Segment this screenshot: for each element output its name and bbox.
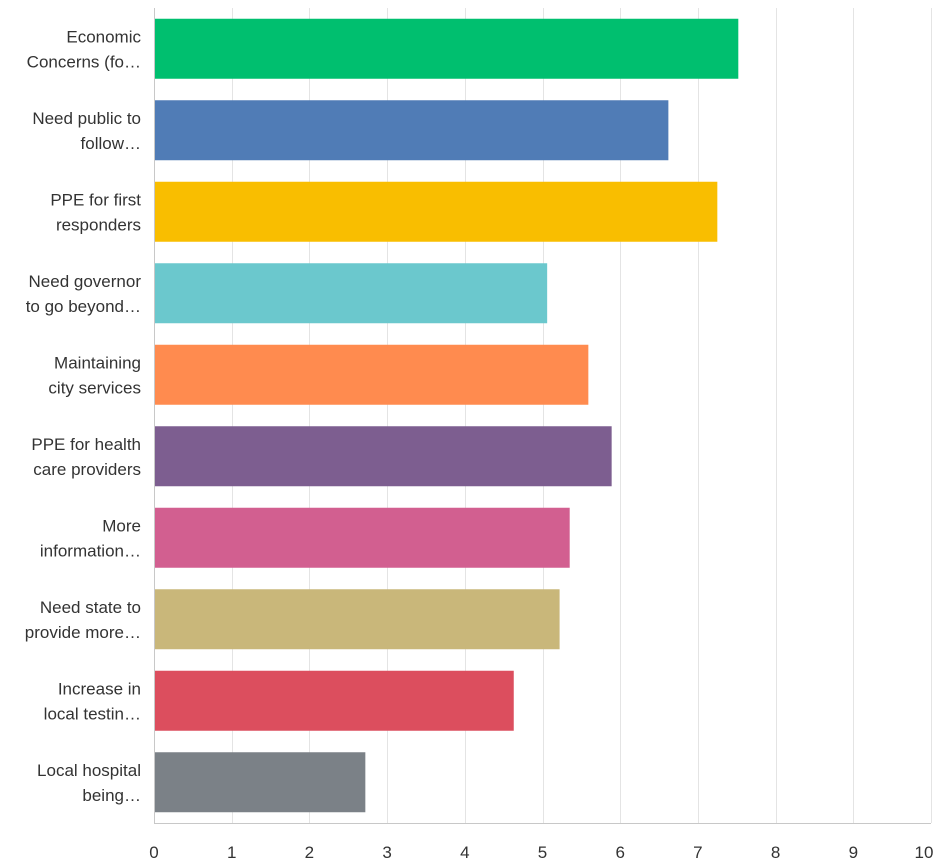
x-tick-label: 4 (460, 843, 469, 862)
category-label: Maintaining city services (48, 353, 141, 397)
bar[interactable] (155, 263, 548, 324)
bar[interactable] (155, 18, 739, 79)
axes (154, 8, 931, 824)
x-tick-label: 5 (538, 843, 547, 862)
category-label: Increase in local testin… (44, 679, 141, 723)
x-tick-label: 0 (149, 843, 158, 862)
bar[interactable] (155, 100, 669, 161)
x-tick-label: 10 (915, 843, 934, 862)
x-tick-label: 9 (849, 843, 858, 862)
bar[interactable] (155, 507, 570, 568)
bar[interactable] (155, 752, 366, 813)
bar[interactable] (155, 426, 612, 487)
x-tick-label: 6 (615, 843, 624, 862)
bar[interactable] (155, 344, 589, 405)
x-tick-label: 8 (771, 843, 780, 862)
category-labels: Economic Concerns (fo… Need public to follo… (25, 27, 142, 805)
bar[interactable] (155, 589, 560, 650)
category-label: More information… (40, 516, 141, 560)
category-label: Need public to follow… (32, 109, 141, 153)
category-label: PPE for health care providers (31, 435, 141, 479)
category-label: Economic Concerns (fo… (27, 27, 142, 71)
category-label: Need state to provide more… (25, 598, 141, 642)
x-tick-label: 3 (382, 843, 391, 862)
category-label: Need governor to go beyond… (26, 272, 142, 316)
category-label: PPE for first responders (50, 190, 141, 234)
bar[interactable] (155, 670, 514, 731)
x-tick-labels: 0 1 2 3 4 5 6 7 8 9 10 (149, 843, 933, 862)
bars (155, 18, 739, 813)
x-tick-label: 1 (227, 843, 236, 862)
x-tick-label: 2 (305, 843, 314, 862)
x-tick-label: 7 (693, 843, 702, 862)
category-label: Local hospital being… (37, 761, 141, 805)
bar[interactable] (155, 181, 718, 242)
